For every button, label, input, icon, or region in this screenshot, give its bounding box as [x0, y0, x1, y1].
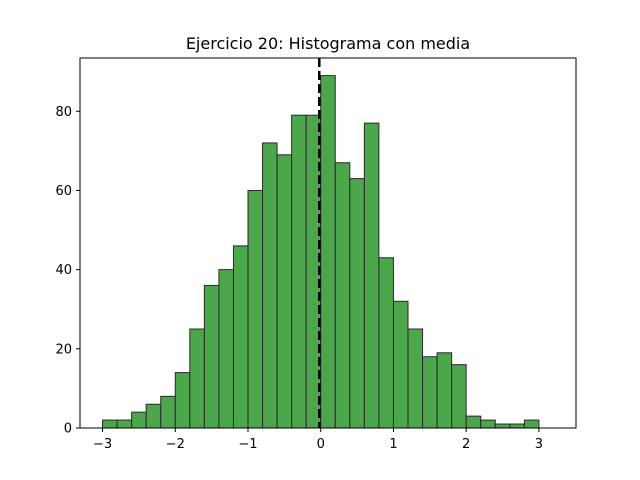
y-axis: 0 20 40 60 80 [55, 105, 80, 437]
axes-frame [79, 57, 577, 429]
x-tick-label: −2 [166, 437, 185, 452]
histogram-bar [407, 328, 424, 429]
y-tick-label: 20 [55, 342, 72, 357]
histogram-bar [262, 142, 278, 429]
histogram-bar [509, 423, 525, 429]
x-tick-label: 2 [462, 437, 470, 452]
histogram-bar [189, 328, 205, 429]
histogram-bar [480, 419, 496, 429]
histogram-bar [349, 178, 365, 429]
histogram-bar [378, 257, 394, 429]
x-tick-label: 3 [535, 437, 543, 452]
x-axis: −3 −2 −1 0 1 2 3 [93, 428, 543, 452]
chart-title: Ejercicio 20: Histograma con media [186, 34, 470, 53]
histogram-bar [174, 372, 191, 429]
histogram-bar [145, 403, 162, 429]
histogram-bar [276, 154, 293, 429]
histogram-bar [392, 300, 409, 429]
histogram-bar [436, 352, 453, 429]
histogram-bar [218, 269, 234, 429]
x-tick-label: 1 [389, 437, 397, 452]
histogram-bar [422, 356, 438, 429]
histogram-bar [102, 419, 118, 429]
histogram-bar [160, 395, 176, 429]
y-tick-label: 40 [55, 263, 72, 278]
y-tick-label: 0 [64, 422, 72, 437]
histogram-bar [203, 284, 220, 429]
histogram-bar [131, 411, 147, 429]
histogram-bar [465, 415, 482, 429]
histogram-bar [320, 75, 336, 429]
histogram-bar [363, 122, 380, 429]
histogram-bar [494, 423, 511, 429]
x-tick-label: 0 [317, 437, 325, 452]
bars-group [102, 75, 540, 429]
y-tick-label: 80 [55, 105, 72, 120]
histogram-bar [334, 162, 351, 429]
y-tick-label: 60 [55, 184, 72, 199]
x-tick-label: −3 [93, 437, 112, 452]
histogram-bar [247, 189, 264, 429]
histogram-bar [291, 114, 307, 429]
histogram-bar [232, 245, 249, 429]
x-tick-label: −1 [238, 437, 257, 452]
histogram-bar [116, 419, 133, 429]
histogram-bar [523, 419, 540, 429]
histogram-bar [451, 364, 467, 429]
